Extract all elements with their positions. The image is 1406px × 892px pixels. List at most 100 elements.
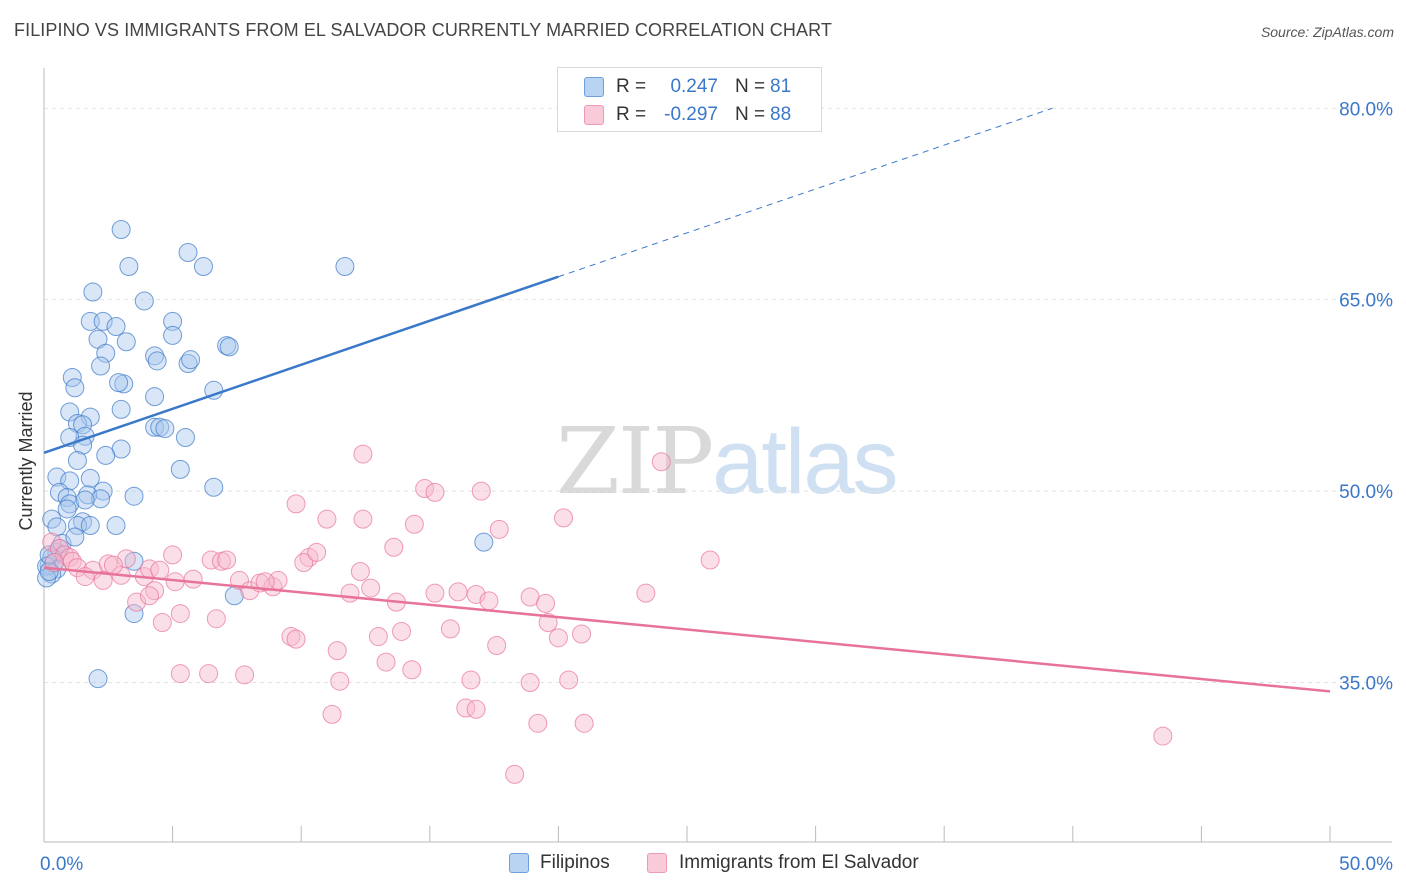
filipinos-point <box>78 485 98 505</box>
el-salvador-point <box>548 628 568 648</box>
el-salvador-point <box>538 613 558 633</box>
series-swatch-el-salvador <box>647 853 667 873</box>
filipinos-point <box>83 282 103 302</box>
watermark: ZIPatlas <box>556 408 899 515</box>
legend-swatch-blue <box>584 77 604 97</box>
el-salvador-point <box>307 542 327 562</box>
filipinos-point <box>93 311 113 331</box>
el-salvador-point <box>327 641 347 661</box>
x-tick-label: 50.0% <box>1339 854 1393 875</box>
y-axis-label: Currently Married <box>16 391 36 530</box>
filipinos-point <box>335 257 355 277</box>
el-salvador-point <box>700 550 720 570</box>
el-salvador-point <box>528 713 548 733</box>
chart-title: FILIPINO VS IMMIGRANTS FROM EL SALVADOR … <box>14 20 832 40</box>
filipinos-point <box>93 481 113 501</box>
filipinos-point <box>65 527 85 547</box>
filipinos-point <box>147 351 167 371</box>
filipinos-point <box>119 257 139 277</box>
el-salvador-point <box>183 569 203 589</box>
el-salvador-point <box>235 665 255 685</box>
y-tick-label: 65.0% <box>1339 291 1393 312</box>
el-salvador-point <box>505 764 525 784</box>
filipinos-point <box>96 445 116 465</box>
el-salvador-trend-line <box>43 566 1331 693</box>
filipinos-point <box>91 489 111 509</box>
el-salvador-point <box>199 664 219 684</box>
series-swatch-filipinos <box>509 853 529 873</box>
el-salvador-point <box>425 583 445 603</box>
series-label-el-salvador: Immigrants from El Salvador <box>679 852 919 873</box>
el-salvador-point <box>471 481 491 501</box>
el-salvador-point <box>440 619 460 639</box>
filipinos-point <box>178 242 198 262</box>
filipinos-point <box>124 486 144 506</box>
filipinos-point <box>96 343 116 363</box>
el-salvador-point <box>1153 726 1173 746</box>
el-salvador-point <box>376 652 396 672</box>
el-salvador-point <box>536 593 556 613</box>
el-salvador-point <box>281 627 301 647</box>
filipinos-point <box>474 532 494 552</box>
filipinos-point <box>124 551 144 571</box>
el-salvador-point <box>150 560 170 580</box>
el-salvador-point <box>317 509 337 529</box>
el-salvador-point <box>145 581 165 601</box>
el-salvador-point <box>42 532 62 552</box>
el-salvador-point <box>340 583 360 603</box>
el-salvador-point <box>361 578 381 598</box>
legend-n-value: 81 <box>770 76 792 97</box>
filipinos-point <box>67 450 87 470</box>
filipinos-point <box>145 387 165 407</box>
el-salvador-point <box>384 537 404 557</box>
el-salvador-point <box>353 509 373 529</box>
filipinos-point <box>111 399 131 419</box>
el-salvador-point <box>487 635 507 655</box>
filipinos-point <box>60 494 80 514</box>
el-salvador-point <box>139 586 159 606</box>
filipinos-point <box>181 350 201 370</box>
filipinos-point <box>106 516 126 536</box>
filipinos-point <box>75 490 95 510</box>
el-salvador-point <box>170 664 190 684</box>
el-salvador-point <box>461 670 481 690</box>
el-salvador-point <box>456 698 476 718</box>
el-salvador-point <box>574 713 594 733</box>
filipinos-point <box>80 468 100 488</box>
el-salvador-point <box>402 660 422 680</box>
stats-legend: R = 0.247 N = 81 R = -0.297 N = 88 <box>557 67 822 132</box>
legend-r-value: 0.247 <box>670 76 718 97</box>
legend-r-value: -0.297 <box>664 104 718 125</box>
el-salvador-point <box>404 514 424 534</box>
filipinos-point <box>73 415 93 435</box>
filipinos-trend-extension <box>558 107 1053 278</box>
filipinos-point <box>47 467 67 487</box>
filipinos-point <box>80 516 100 536</box>
filipinos-point <box>219 337 239 357</box>
el-salvador-point <box>217 550 237 570</box>
el-salvador-point <box>255 572 275 592</box>
filipinos-point <box>134 291 154 311</box>
filipinos-point <box>163 325 183 345</box>
el-salvador-point <box>392 621 412 641</box>
el-salvador-point <box>322 704 342 724</box>
legend-r-label: R = <box>616 104 647 125</box>
el-salvador-point <box>520 672 540 692</box>
el-salvador-point <box>415 479 435 499</box>
legend-row-filipinos: R = 0.247 N = 81 <box>558 73 821 101</box>
filipinos-point <box>170 459 190 479</box>
filipinos-point <box>204 380 224 400</box>
filipinos-point <box>109 373 129 393</box>
el-salvador-point <box>286 629 306 649</box>
el-salvador-point <box>163 545 183 565</box>
el-salvador-point <box>152 613 172 633</box>
series-label-filipinos: Filipinos <box>540 852 610 873</box>
legend-swatch-pink <box>584 105 604 125</box>
legend-row-el-salvador: R = -0.297 N = 88 <box>558 101 821 129</box>
legend-r-label: R = <box>616 76 647 97</box>
el-salvador-point <box>350 561 370 581</box>
filipinos-point <box>60 402 80 422</box>
el-salvador-point <box>294 553 314 573</box>
el-salvador-point <box>201 550 221 570</box>
